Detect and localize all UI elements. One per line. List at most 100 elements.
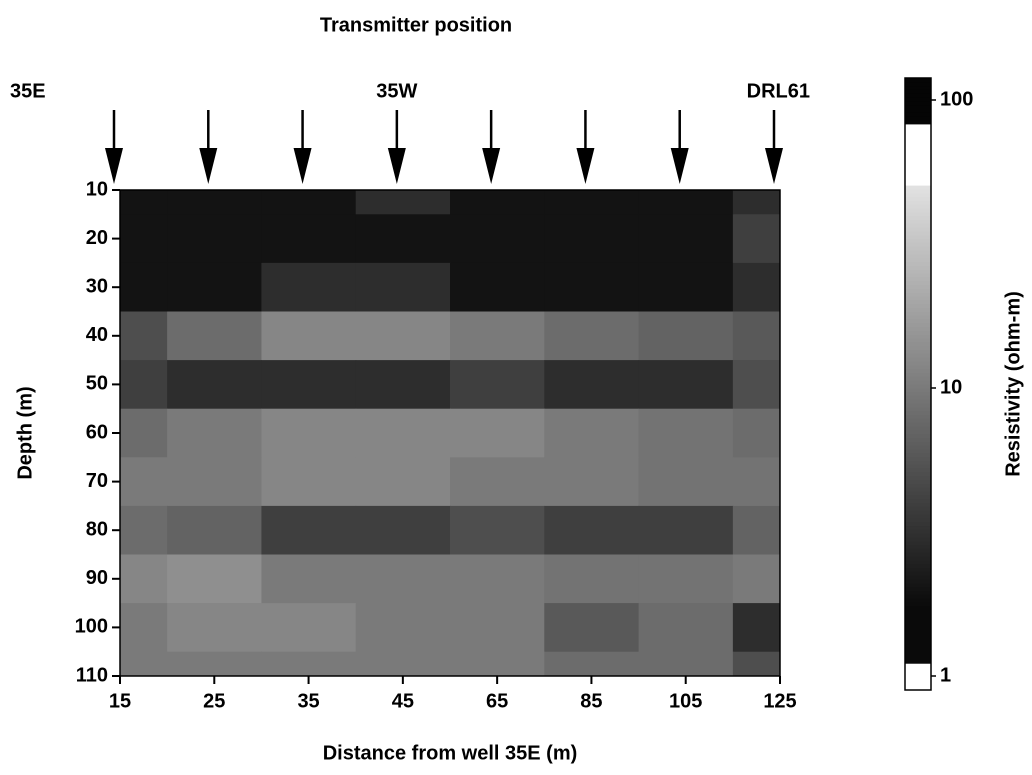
colorbar-swatch xyxy=(905,422,931,427)
heatmap-cell xyxy=(261,603,357,653)
colorbar-swatch xyxy=(905,303,931,308)
colorbar-swatch xyxy=(905,211,931,217)
colorbar-swatch xyxy=(905,357,931,362)
y-tick-label: 90 xyxy=(86,567,108,589)
colorbar-swatch xyxy=(905,475,931,481)
colorbar-swatch xyxy=(905,387,931,393)
colorbar-swatch xyxy=(905,246,931,251)
heatmap-cell xyxy=(120,603,168,653)
colorbar-swatch xyxy=(905,269,931,274)
heatmap-cell xyxy=(261,505,357,555)
colorbar-swatch xyxy=(905,135,931,140)
colorbar-swatch xyxy=(905,403,931,408)
colorbar-swatch xyxy=(905,127,931,133)
colorbar-swatch xyxy=(905,544,931,549)
heatmap-cell xyxy=(120,360,168,410)
transmitter-arrow-head xyxy=(387,148,406,184)
colorbar-swatch xyxy=(905,150,931,155)
colorbar-swatch xyxy=(905,479,931,484)
heatmap-cell xyxy=(450,554,545,604)
heatmap-cell xyxy=(544,505,640,555)
transmitter-arrow-head xyxy=(293,148,312,184)
transmitter-arrow-head xyxy=(765,148,783,184)
colorbar-swatch xyxy=(905,177,931,182)
heatmap-cell xyxy=(167,408,262,458)
colorbar-swatch xyxy=(905,659,931,664)
heatmap-cell xyxy=(732,190,780,215)
colorbar-swatch xyxy=(905,345,931,351)
colorbar-swatch xyxy=(905,81,931,87)
colorbar-swatch xyxy=(905,502,931,507)
heatmap-cell xyxy=(355,651,451,676)
heatmap-cell xyxy=(355,214,451,264)
colorbar-swatch xyxy=(905,143,931,148)
colorbar-swatch xyxy=(905,215,931,221)
colorbar-swatch xyxy=(905,483,931,488)
colorbar-swatch xyxy=(905,494,931,500)
heatmap-cell xyxy=(450,457,545,507)
colorbar-swatch xyxy=(905,395,931,400)
transmitter-label: 35W xyxy=(376,80,417,102)
heatmap-cell xyxy=(167,190,262,215)
transmitter-label: 35E xyxy=(10,80,46,102)
colorbar-swatch xyxy=(905,621,931,626)
colorbar-swatch xyxy=(905,410,931,416)
colorbar-swatch xyxy=(905,123,931,129)
heatmap-cell xyxy=(544,360,640,410)
colorbar-swatch xyxy=(905,670,931,676)
colorbar-swatch xyxy=(905,579,931,584)
heatmap-cell xyxy=(450,311,545,361)
colorbar-swatch xyxy=(905,609,931,614)
colorbar-swatch xyxy=(905,307,931,312)
heatmap-cell xyxy=(638,408,734,458)
heatmap-cell xyxy=(544,311,640,361)
colorbar-swatch xyxy=(905,663,931,668)
colorbar-swatch xyxy=(905,364,931,370)
colorbar-swatch xyxy=(905,93,931,98)
heatmap-cell xyxy=(167,360,262,410)
transmitter-arrow-head xyxy=(576,148,595,184)
colorbar-swatch xyxy=(905,311,931,316)
y-tick-label: 60 xyxy=(86,421,108,443)
colorbar-swatch xyxy=(905,391,931,396)
colorbar-swatch xyxy=(905,537,931,542)
colorbar-swatch xyxy=(905,146,931,152)
colorbar-swatch xyxy=(905,571,931,576)
heatmap-cell xyxy=(167,603,262,653)
colorbar-swatch xyxy=(905,380,931,385)
colorbar-swatch xyxy=(905,686,931,691)
colorbar-swatch xyxy=(905,349,931,354)
colorbar-swatch xyxy=(905,78,931,83)
heatmap-cell xyxy=(450,360,545,410)
colorbar-swatch xyxy=(905,154,931,159)
heatmap-cell xyxy=(544,190,640,215)
colorbar-swatch xyxy=(905,181,931,186)
colorbar-swatch xyxy=(905,437,931,442)
colorbar-swatch xyxy=(905,219,931,224)
colorbar-swatch xyxy=(905,514,931,519)
colorbar-swatch xyxy=(905,273,931,278)
colorbar-swatch xyxy=(905,640,931,645)
colorbar-swatch xyxy=(905,204,931,209)
heatmap-cell xyxy=(120,214,168,264)
heatmap-cell xyxy=(450,214,545,264)
colorbar-swatch xyxy=(905,200,931,205)
colorbar-swatch xyxy=(905,533,931,538)
colorbar-swatch xyxy=(905,185,931,190)
heatmap-cell xyxy=(167,651,262,676)
colorbar-swatch xyxy=(905,540,931,546)
heatmap-cell xyxy=(450,505,545,555)
heatmap-cell xyxy=(261,408,357,458)
colorbar-swatch xyxy=(905,120,931,125)
colorbar-swatch xyxy=(905,353,931,358)
heatmap-cell xyxy=(167,457,262,507)
heatmap-cell xyxy=(261,360,357,410)
colorbar-swatch xyxy=(905,116,931,121)
heatmap-cell xyxy=(732,651,780,676)
heatmap-cell xyxy=(261,554,357,604)
colorbar-swatch xyxy=(905,169,931,175)
x-tick-label: 85 xyxy=(580,690,602,712)
colorbar-swatch xyxy=(905,682,931,687)
colorbar-swatch xyxy=(905,651,931,657)
transmitter-arrow-head xyxy=(482,148,501,184)
